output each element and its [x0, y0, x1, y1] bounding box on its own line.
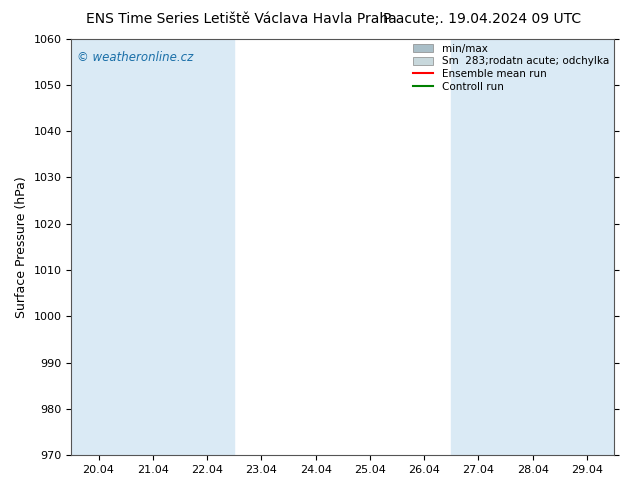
Text: P acute;. 19.04.2024 09 UTC: P acute;. 19.04.2024 09 UTC	[383, 12, 581, 26]
Legend: min/max, Sm  283;rodatn acute; odchylka, Ensemble mean run, Controll run: min/max, Sm 283;rodatn acute; odchylka, …	[413, 44, 609, 92]
Bar	[180, 39, 234, 455]
Bar	[126, 39, 180, 455]
Bar	[505, 39, 560, 455]
Bar	[560, 39, 614, 455]
Text: © weatheronline.cz: © weatheronline.cz	[77, 51, 193, 64]
Text: ENS Time Series Letiště Václava Havla Praha: ENS Time Series Letiště Václava Havla Pr…	[86, 12, 396, 26]
Y-axis label: Surface Pressure (hPa): Surface Pressure (hPa)	[15, 176, 28, 318]
Bar	[451, 39, 505, 455]
Bar	[72, 39, 126, 455]
